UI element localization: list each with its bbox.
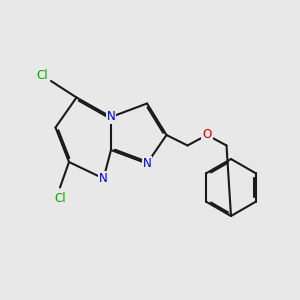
Text: N: N bbox=[99, 172, 108, 185]
Text: N: N bbox=[106, 110, 116, 124]
Text: Cl: Cl bbox=[54, 192, 66, 206]
Text: O: O bbox=[202, 128, 211, 142]
Text: Cl: Cl bbox=[37, 69, 48, 82]
Text: N: N bbox=[142, 157, 152, 170]
